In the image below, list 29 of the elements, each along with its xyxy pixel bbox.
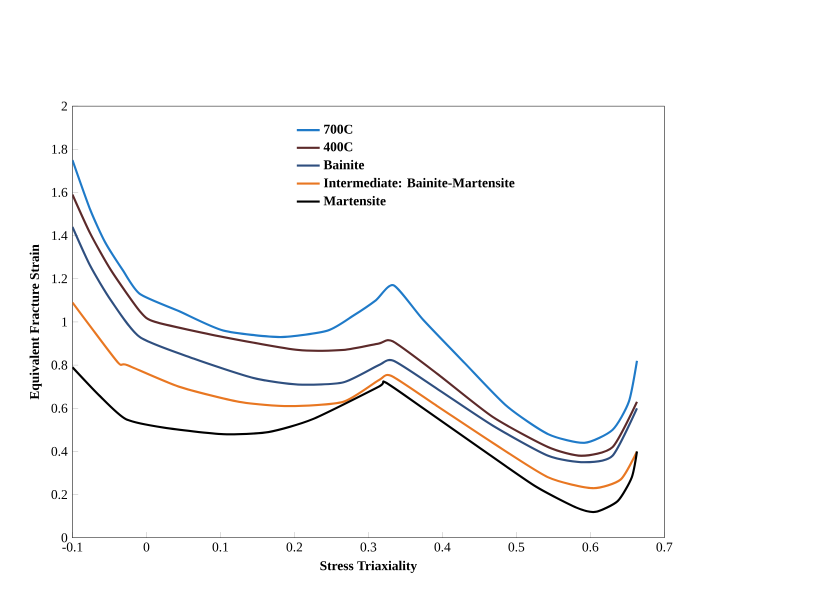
x-tick-label: 0.6 (582, 542, 598, 552)
legend-label: 700C (324, 124, 352, 134)
x-tick-label: 0.5 (508, 542, 524, 552)
legend-label: Intermediate: Bainite-Martensite (324, 178, 514, 188)
y-tick-label: 0.4 (51, 446, 68, 456)
y-tick-label: 1 (62, 317, 67, 326)
y-tick-label: 1.4 (52, 230, 68, 240)
x-tick-label: 0.1 (212, 542, 228, 552)
x-tick-label: 0 (144, 542, 150, 552)
x-tick-label: -0.1 (62, 542, 82, 552)
line-series (72, 158, 638, 444)
y-tick-label: 1.8 (52, 144, 68, 154)
x-tick-label: 0.3 (360, 542, 376, 552)
line-series (72, 301, 638, 490)
y-tick-label: 1.2 (52, 274, 67, 284)
y-tick-label: 0.2 (51, 490, 67, 499)
legend-label: 400C (324, 142, 352, 152)
y-tick-label: 0.6 (51, 404, 68, 413)
legend-label: Martensite (324, 196, 386, 206)
y-tick-label: 0 (62, 533, 68, 542)
y-axis-title: Equivalent Fracture Strain (30, 244, 42, 400)
x-tick-label: 0.4 (434, 542, 451, 552)
y-tick-label: 2 (62, 101, 67, 110)
legend-label: Bainite (324, 160, 364, 170)
y-tick-label: 1.6 (52, 188, 68, 197)
x-axis-title: Stress Triaxiality (320, 560, 417, 573)
y-tick-label: 0.8 (51, 360, 68, 370)
x-tick-label: 0.2 (286, 542, 302, 552)
x-tick-label: 0.7 (656, 542, 672, 552)
